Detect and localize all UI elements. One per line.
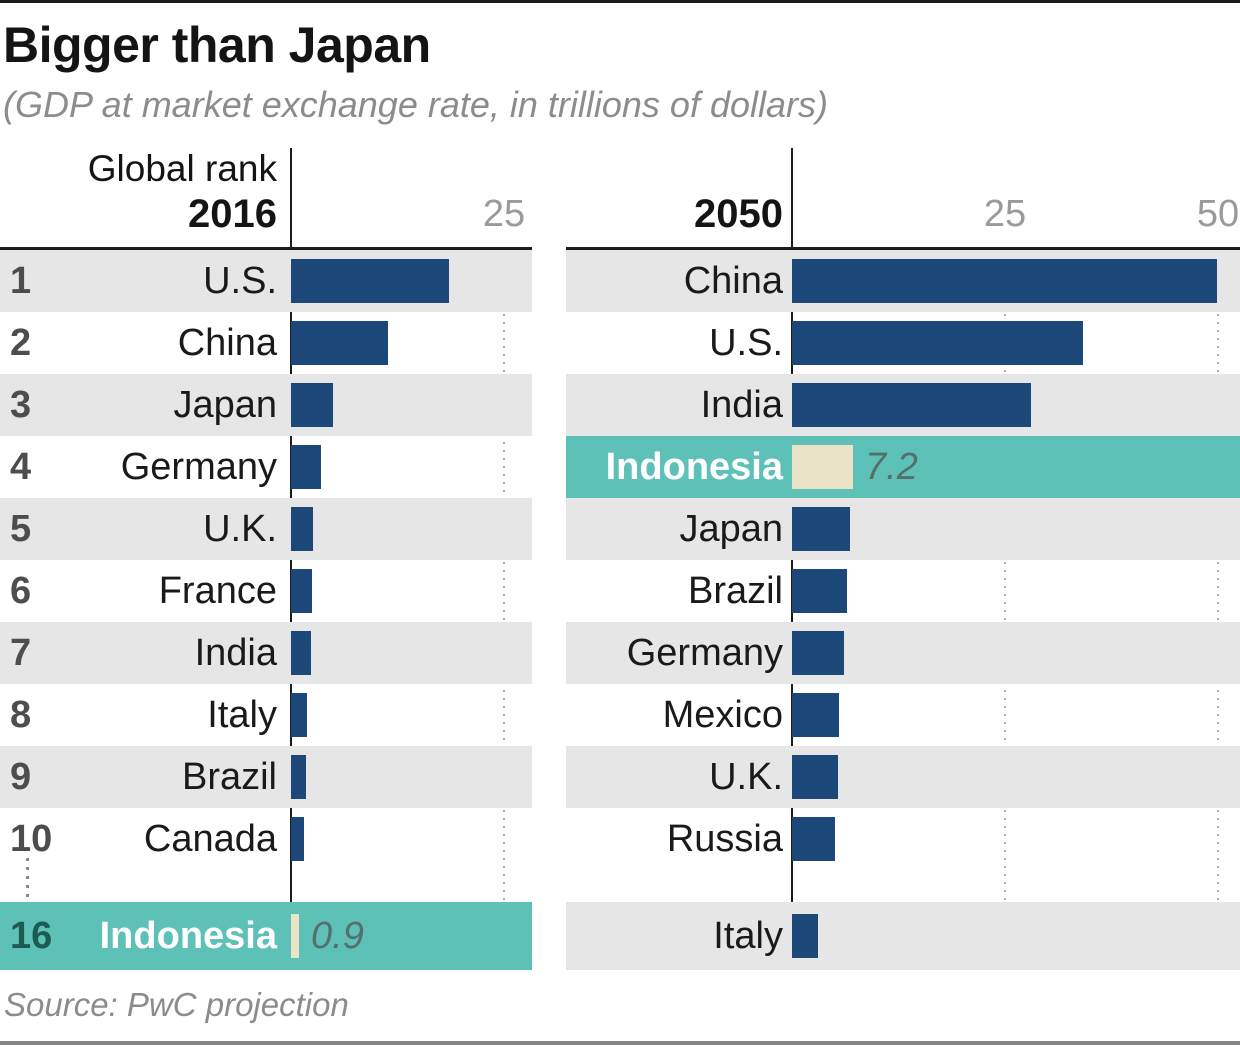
gdp-bar-italy bbox=[291, 693, 307, 737]
bottom-border bbox=[0, 1041, 1240, 1045]
country-row-canada: 10 Canada bbox=[0, 808, 532, 870]
gdp-bar-france bbox=[291, 569, 312, 613]
country-label-indonesia: Indonesia bbox=[99, 915, 277, 957]
rank-gap-ellipsis bbox=[26, 858, 29, 902]
rank-label-2: 2 bbox=[10, 322, 32, 364]
country-label-u-s: U.S. bbox=[203, 260, 277, 302]
tick-label-2016-25: 25 bbox=[482, 193, 526, 235]
country-row-u-s: 1 U.S. bbox=[0, 250, 532, 312]
country-label-u-k: U.K. bbox=[709, 756, 783, 798]
country-label-india: India bbox=[194, 632, 277, 674]
chart-subtitle: (GDP at market exchange rate, in trillio… bbox=[3, 84, 828, 125]
gdp-bar-mexico bbox=[792, 693, 839, 737]
year-label-2016: 2016 bbox=[188, 192, 277, 236]
country-label-japan: Japan bbox=[679, 508, 783, 550]
country-row-russia: Russia bbox=[566, 808, 1240, 870]
tick-label-2050-50: 50 bbox=[1196, 193, 1240, 235]
panel-2050: China U.S. India Indonesia 7.2 Japan Brazil Ger… bbox=[566, 250, 1240, 970]
gdp-bar-japan bbox=[291, 383, 333, 427]
country-row-india: India bbox=[566, 374, 1240, 436]
country-label-germany: Germany bbox=[626, 632, 783, 674]
rank-label-1: 1 bbox=[10, 260, 32, 302]
baseline-2050 bbox=[566, 247, 1240, 250]
country-row-germany: 4 Germany bbox=[0, 436, 532, 498]
source-note: Source: PwC projection bbox=[4, 986, 349, 1023]
country-row-france: 6 France bbox=[0, 560, 532, 622]
gdp-bar-indonesia bbox=[291, 914, 299, 958]
country-label-u-s: U.S. bbox=[709, 322, 783, 364]
rank-label-6: 6 bbox=[10, 570, 32, 612]
country-label-mexico: Mexico bbox=[662, 694, 783, 736]
chart-title: Bigger than Japan bbox=[3, 17, 431, 73]
country-label-germany: Germany bbox=[120, 446, 277, 488]
country-row-japan: Japan bbox=[566, 498, 1240, 560]
global-rank-header: Global rank bbox=[87, 148, 277, 189]
country-label-canada: Canada bbox=[143, 818, 277, 860]
country-row-u-s: U.S. bbox=[566, 312, 1240, 374]
gdp-bar-canada bbox=[291, 817, 304, 861]
gdp-bar-brazil bbox=[291, 755, 306, 799]
gdp-bar-china bbox=[792, 259, 1217, 303]
gdp-bar-indonesia bbox=[792, 445, 853, 489]
country-label-brazil: Brazil bbox=[687, 570, 783, 612]
gdp-bar-germany bbox=[792, 631, 844, 675]
rank-label-3: 3 bbox=[10, 384, 32, 426]
country-row-brazil: Brazil bbox=[566, 560, 1240, 622]
gdp-bar-u-s bbox=[291, 259, 449, 303]
rank-label-4: 4 bbox=[10, 446, 32, 488]
gdp-bar-china bbox=[291, 321, 388, 365]
country-label-u-k: U.K. bbox=[203, 508, 277, 550]
year-label-2050: 2050 bbox=[694, 192, 783, 236]
gridline-2016-25 bbox=[503, 250, 505, 970]
country-label-brazil: Brazil bbox=[181, 756, 277, 798]
rank-label-7: 7 bbox=[10, 632, 32, 674]
country-label-italy: Italy bbox=[207, 694, 277, 736]
country-label-china: China bbox=[177, 322, 277, 364]
panel-2016: 1 U.S. 2 China 3 Japan 4 Germany 5 U.K. 6 France 7 In… bbox=[0, 250, 532, 970]
gridline-2050-25 bbox=[1004, 250, 1006, 970]
country-label-france: France bbox=[158, 570, 277, 612]
country-row-u-k: 5 U.K. bbox=[0, 498, 532, 560]
gdp-bar-japan bbox=[792, 507, 850, 551]
gdp-bar-germany bbox=[291, 445, 321, 489]
country-row-japan: 3 Japan bbox=[0, 374, 532, 436]
gdp-bar-u-s bbox=[792, 321, 1083, 365]
country-row-indonesia: Indonesia 7.2 bbox=[566, 436, 1240, 498]
top-border bbox=[0, 0, 1240, 3]
country-row-u-k: U.K. bbox=[566, 746, 1240, 808]
country-label-russia: Russia bbox=[666, 818, 783, 860]
value-label-indonesia: 7.2 bbox=[865, 446, 918, 488]
country-label-indonesia: Indonesia bbox=[605, 446, 783, 488]
country-label-italy: Italy bbox=[713, 915, 783, 957]
country-row-china: 2 China bbox=[0, 312, 532, 374]
rank-label-5: 5 bbox=[10, 508, 32, 550]
gdp-bar-russia bbox=[792, 817, 835, 861]
country-row-italy: 8 Italy bbox=[0, 684, 532, 746]
gdp-bar-brazil bbox=[792, 569, 847, 613]
rank-label-9: 9 bbox=[10, 756, 32, 798]
country-row-germany: Germany bbox=[566, 622, 1240, 684]
gdp-bar-india bbox=[291, 631, 311, 675]
baseline-2016 bbox=[0, 247, 532, 250]
gridline-2050-50 bbox=[1217, 250, 1219, 970]
rank-label-10: 10 bbox=[10, 818, 53, 860]
country-label-china: China bbox=[683, 260, 783, 302]
country-row-mexico: Mexico bbox=[566, 684, 1240, 746]
country-row-italy: Italy bbox=[566, 902, 1240, 970]
rank-label-16: 16 bbox=[10, 915, 53, 957]
gdp-bar-india bbox=[792, 383, 1031, 427]
country-row-india: 7 India bbox=[0, 622, 532, 684]
country-label-japan: Japan bbox=[173, 384, 277, 426]
gdp-bar-u-k bbox=[291, 507, 313, 551]
country-row-china: China bbox=[566, 250, 1240, 312]
tick-label-2050-25: 25 bbox=[983, 193, 1027, 235]
gdp-bar-u-k bbox=[792, 755, 838, 799]
country-label-india: India bbox=[700, 384, 783, 426]
gdp-bar-italy bbox=[792, 914, 818, 958]
country-row-indonesia: 16 Indonesia 0.9 bbox=[0, 902, 532, 970]
value-label-indonesia: 0.9 bbox=[311, 915, 364, 957]
country-row-brazil: 9 Brazil bbox=[0, 746, 532, 808]
rank-label-8: 8 bbox=[10, 694, 32, 736]
